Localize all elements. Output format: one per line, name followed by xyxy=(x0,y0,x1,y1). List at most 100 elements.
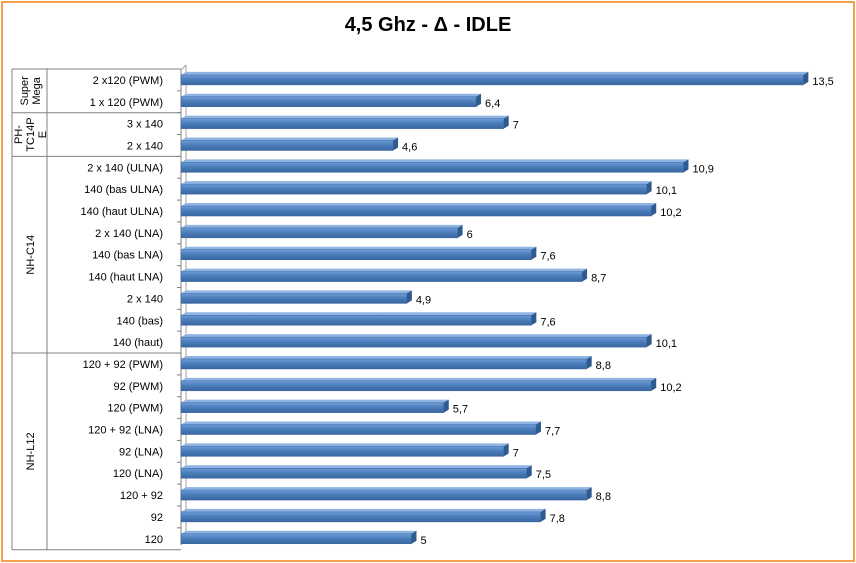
bar-side-face xyxy=(535,421,541,435)
group-label-2: NH-C14 xyxy=(25,235,37,275)
bar-top-face xyxy=(181,115,509,119)
category-label: 2 x120 (PWM) xyxy=(93,75,163,87)
bar xyxy=(180,96,477,108)
bar xyxy=(180,249,532,260)
bar-side-face xyxy=(531,312,537,326)
data-label: 5 xyxy=(421,535,427,547)
group-label-0: SuperMega xyxy=(19,76,43,106)
bar-side-face xyxy=(443,399,449,413)
bar xyxy=(180,467,527,479)
category-label: 92 (LNA) xyxy=(119,446,163,458)
chart-title: 4,5 Ghz - Δ - IDLE xyxy=(344,14,512,36)
category-label: 3 x 140 xyxy=(127,119,163,131)
bar xyxy=(180,74,804,86)
data-label: 7 xyxy=(513,120,519,132)
bar-top-face xyxy=(181,268,588,272)
bar xyxy=(180,511,541,523)
group-label-3: NH-L12 xyxy=(25,432,37,470)
category-label: 120 (LNA) xyxy=(113,468,163,480)
group-label-line: Mega xyxy=(31,76,43,104)
bar xyxy=(180,424,537,435)
bar xyxy=(180,271,583,282)
data-label: 13,5 xyxy=(812,76,833,88)
data-label: 10,1 xyxy=(656,338,677,350)
bar-side-face xyxy=(651,377,657,391)
bar-top-face xyxy=(181,312,537,316)
category-label: 140 (bas ULNA) xyxy=(84,184,163,196)
bar-top-face xyxy=(181,421,541,425)
category-label: 140 (haut LNA) xyxy=(88,272,163,284)
bar-top-face xyxy=(181,399,449,403)
bar-top-face xyxy=(181,334,652,338)
bar-top-face xyxy=(181,443,509,447)
bar xyxy=(180,293,408,304)
group-label-line: NH-L12 xyxy=(25,432,37,470)
category-label: 2 x 140 xyxy=(127,293,163,305)
bar-top-face xyxy=(181,181,652,185)
group-label-line: Super xyxy=(19,76,31,106)
bar-top-face xyxy=(181,290,412,294)
bar xyxy=(180,533,412,545)
bar-top-face xyxy=(181,159,689,163)
bar xyxy=(180,446,504,457)
data-label: 6,4 xyxy=(485,98,500,110)
data-label: 7,7 xyxy=(545,426,560,438)
category-label: 2 x 140 xyxy=(127,140,163,152)
bar-side-face xyxy=(393,137,399,151)
category-label: 92 (PWM) xyxy=(114,381,164,393)
data-label: 4,9 xyxy=(416,294,431,306)
bar-top-face xyxy=(181,71,809,75)
bar-top-face xyxy=(181,530,417,534)
category-label: 140 (haut) xyxy=(113,337,163,349)
data-label: 10,9 xyxy=(692,163,713,175)
group-label-line: TC14P xyxy=(25,117,37,151)
group-label-line: NH-C14 xyxy=(25,235,37,275)
category-label: 1 x 120 (PWM) xyxy=(90,97,163,109)
bar-side-face xyxy=(646,181,652,195)
bar-side-face xyxy=(503,443,509,457)
group-label-line: E xyxy=(37,131,49,138)
bar xyxy=(180,227,458,239)
bar-top-face xyxy=(181,137,399,141)
data-label: 7,5 xyxy=(536,469,551,481)
bar-top-face xyxy=(181,465,532,469)
bar-side-face xyxy=(582,268,588,282)
data-label: 7,8 xyxy=(550,513,565,525)
category-label: 120 + 92 (LNA) xyxy=(88,425,163,437)
category-label: 120 (PWM) xyxy=(107,403,163,415)
data-label: 8,8 xyxy=(596,491,611,503)
data-label: 7 xyxy=(513,447,519,459)
bar-top-face xyxy=(181,487,592,491)
bar-side-face xyxy=(646,334,652,348)
data-label: 6 xyxy=(467,229,473,241)
bar-top-face xyxy=(181,246,537,250)
data-label: 5,7 xyxy=(453,404,468,416)
bar-top-face xyxy=(181,508,546,512)
bar-side-face xyxy=(540,508,546,522)
bar-side-face xyxy=(526,465,532,479)
bar-side-face xyxy=(683,159,689,173)
data-label: 7,6 xyxy=(540,316,555,328)
data-label: 8,8 xyxy=(596,360,611,372)
category-label: 92 xyxy=(151,512,163,524)
category-label: 2 x 140 (LNA) xyxy=(95,228,163,240)
bar-side-face xyxy=(586,355,592,369)
category-label: 120 xyxy=(145,534,163,546)
data-label: 4,6 xyxy=(402,141,417,153)
data-label: 10,2 xyxy=(660,207,681,219)
bar xyxy=(180,183,647,195)
bar-side-face xyxy=(586,487,592,501)
bar-top-face xyxy=(181,203,657,207)
bar xyxy=(180,358,587,370)
data-label: 7,6 xyxy=(540,251,555,263)
category-label: 140 (haut ULNA) xyxy=(80,206,163,218)
category-label: 120 + 92 (PWM) xyxy=(83,359,163,371)
bar-top-face xyxy=(181,224,463,228)
category-label: 140 (bas) xyxy=(117,315,163,327)
category-label: 140 (bas LNA) xyxy=(92,250,163,262)
category-label: 120 + 92 xyxy=(120,490,163,502)
bar-side-face xyxy=(476,93,482,107)
bar xyxy=(180,205,652,217)
group-label-1: PH-TC14PE xyxy=(13,117,49,151)
